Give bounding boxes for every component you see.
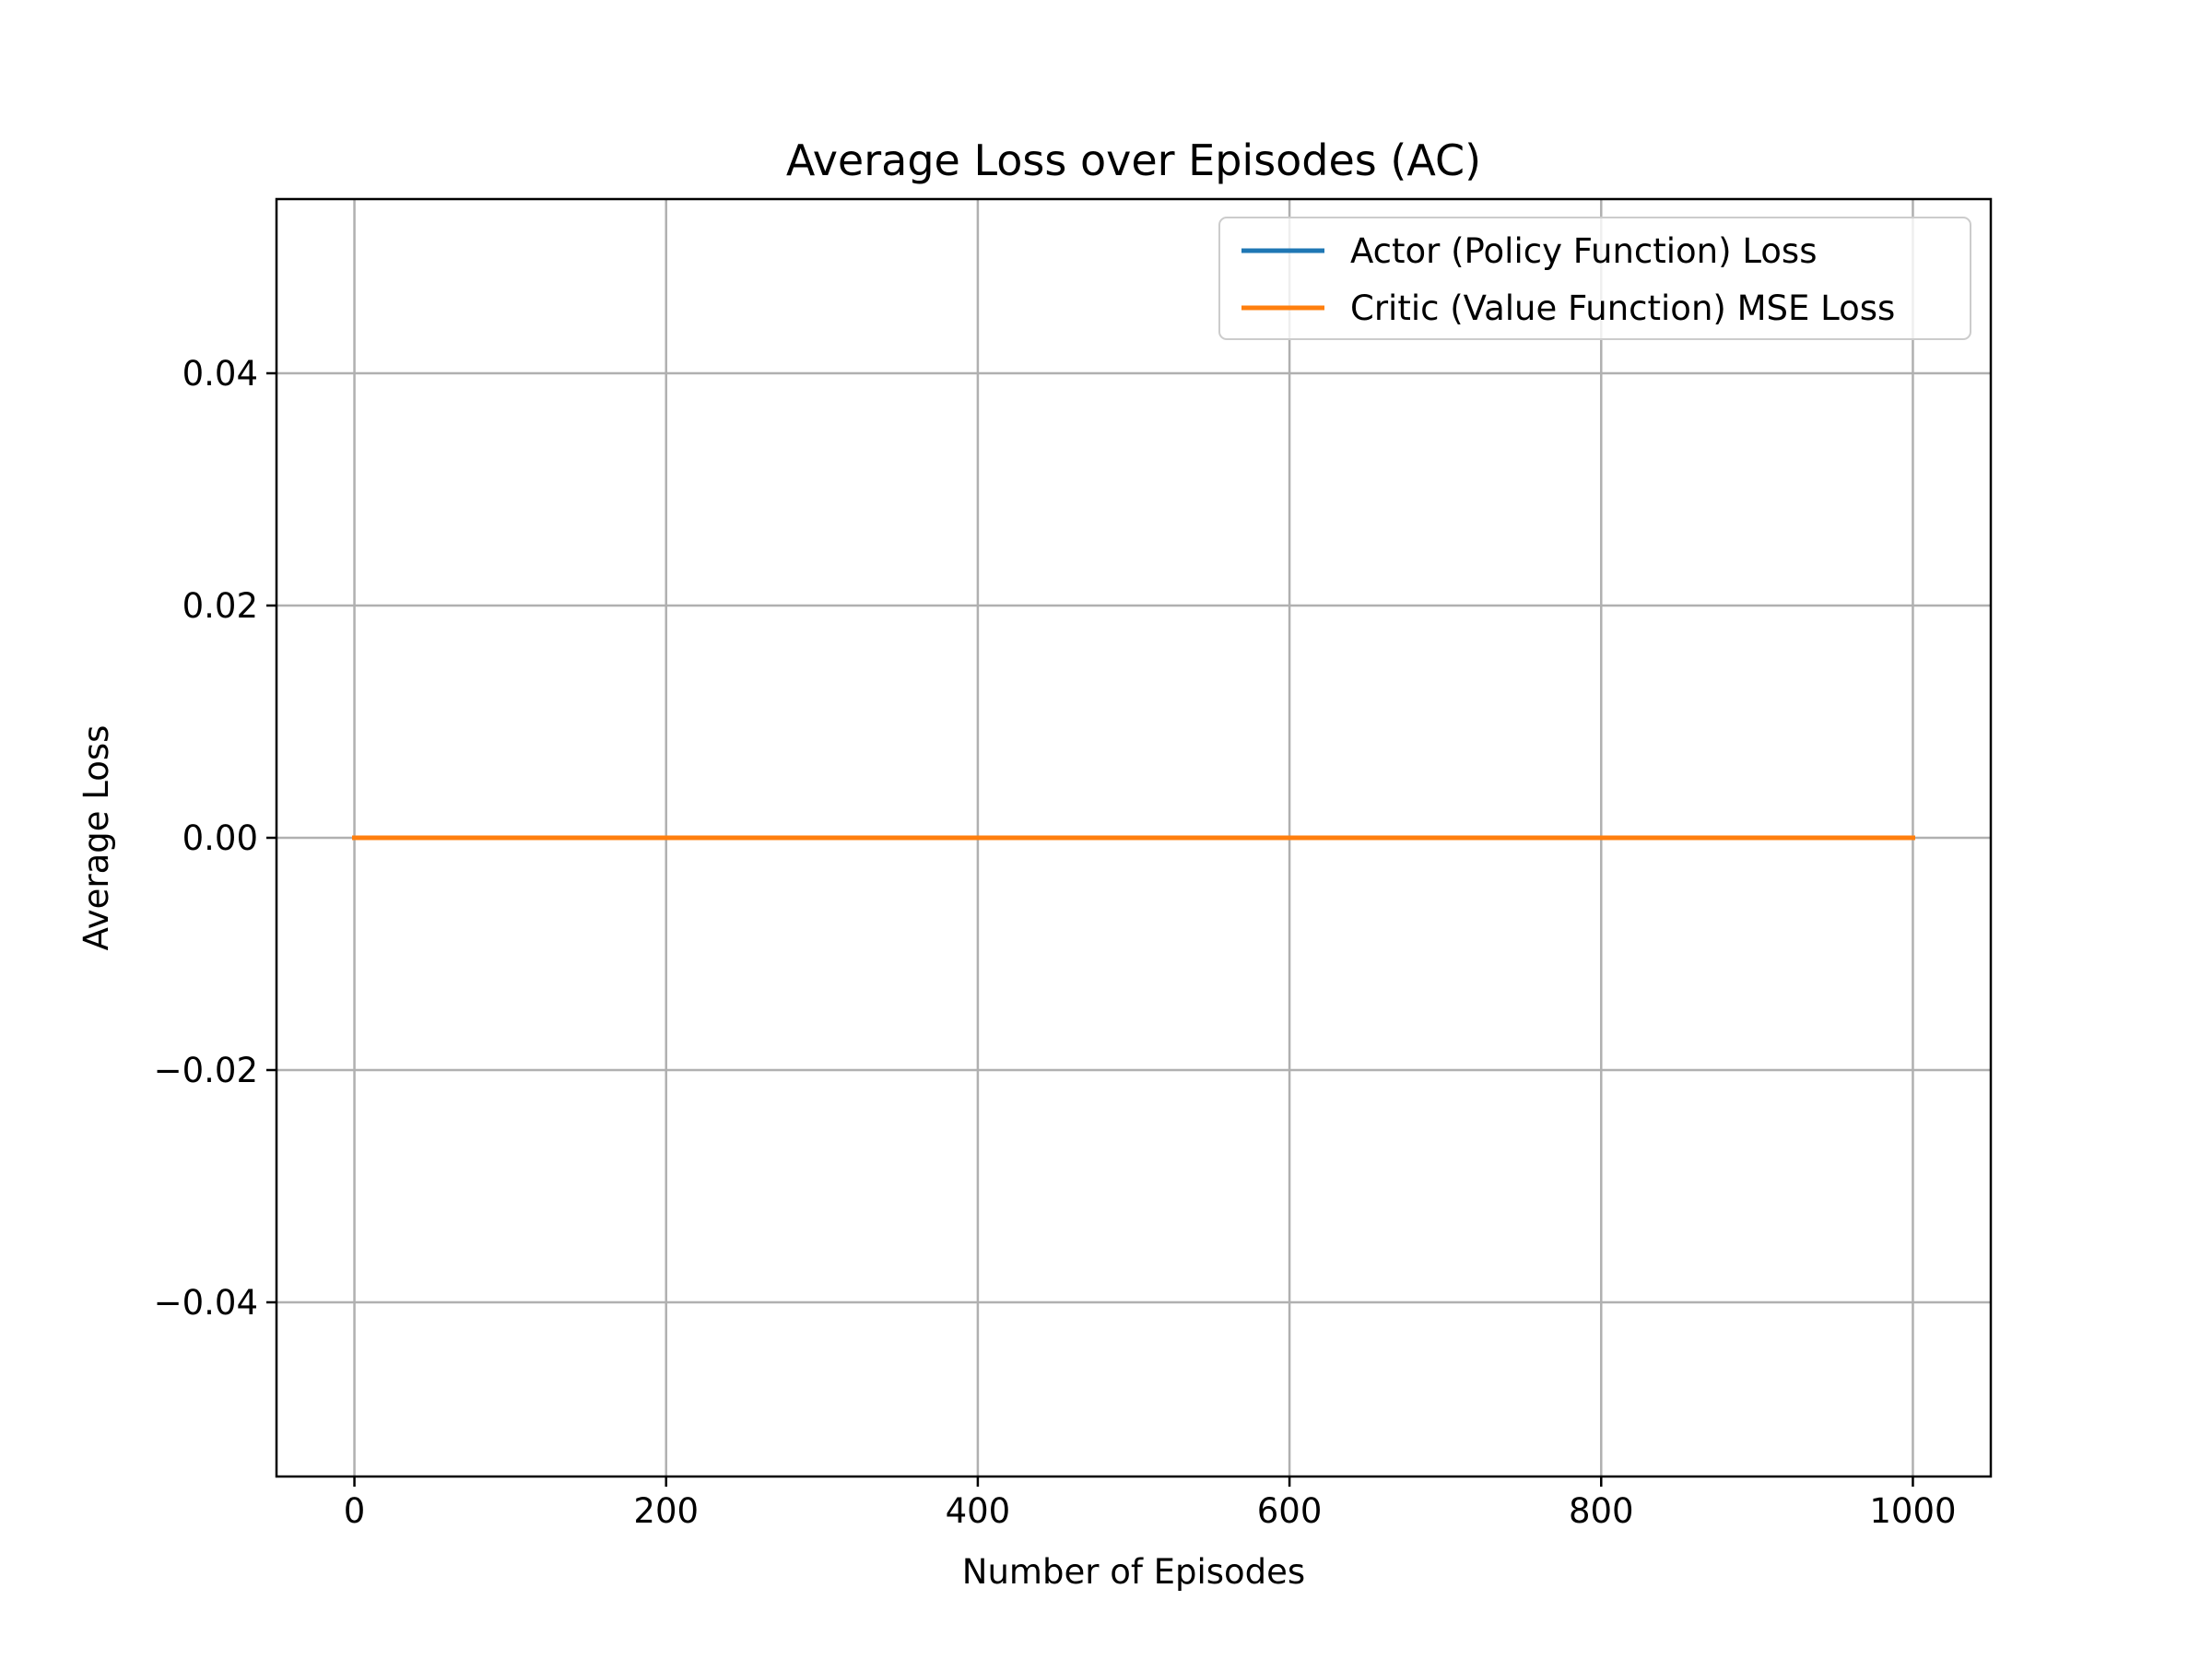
x-axis-title: Number of Episodes	[962, 1552, 1305, 1592]
x-tick-label: 1000	[1869, 1491, 1956, 1531]
y-tick-label: 0.00	[182, 818, 258, 858]
y-tick-label: −0.04	[154, 1283, 258, 1323]
chart-title: Average Loss over Episodes (AC)	[786, 135, 1481, 185]
x-tick-label: 200	[633, 1491, 699, 1531]
x-tick-label: 600	[1257, 1491, 1323, 1531]
axis-ticks: 0 200 400 600 800 1000 −0.04 −0.02 0.00 0.02 0.04	[154, 354, 1957, 1531]
y-tick-label: −0.02	[154, 1051, 258, 1090]
legend: Actor (Policy Function) Loss Critic (Valu…	[1218, 217, 1971, 340]
x-tick-label: 400	[946, 1491, 1011, 1531]
legend-label-1: Critic (Value Function) MSE Loss	[1350, 288, 1895, 328]
y-axis-title: Average Loss	[76, 725, 116, 951]
legend-box	[1218, 217, 1971, 340]
legend-label-0: Actor (Policy Function) Loss	[1350, 231, 1817, 271]
y-tick-label: 0.02	[182, 586, 258, 626]
x-tick-label: 0	[344, 1491, 366, 1531]
x-tick-label: 800	[1569, 1491, 1634, 1531]
y-tick-label: 0.04	[182, 354, 258, 394]
